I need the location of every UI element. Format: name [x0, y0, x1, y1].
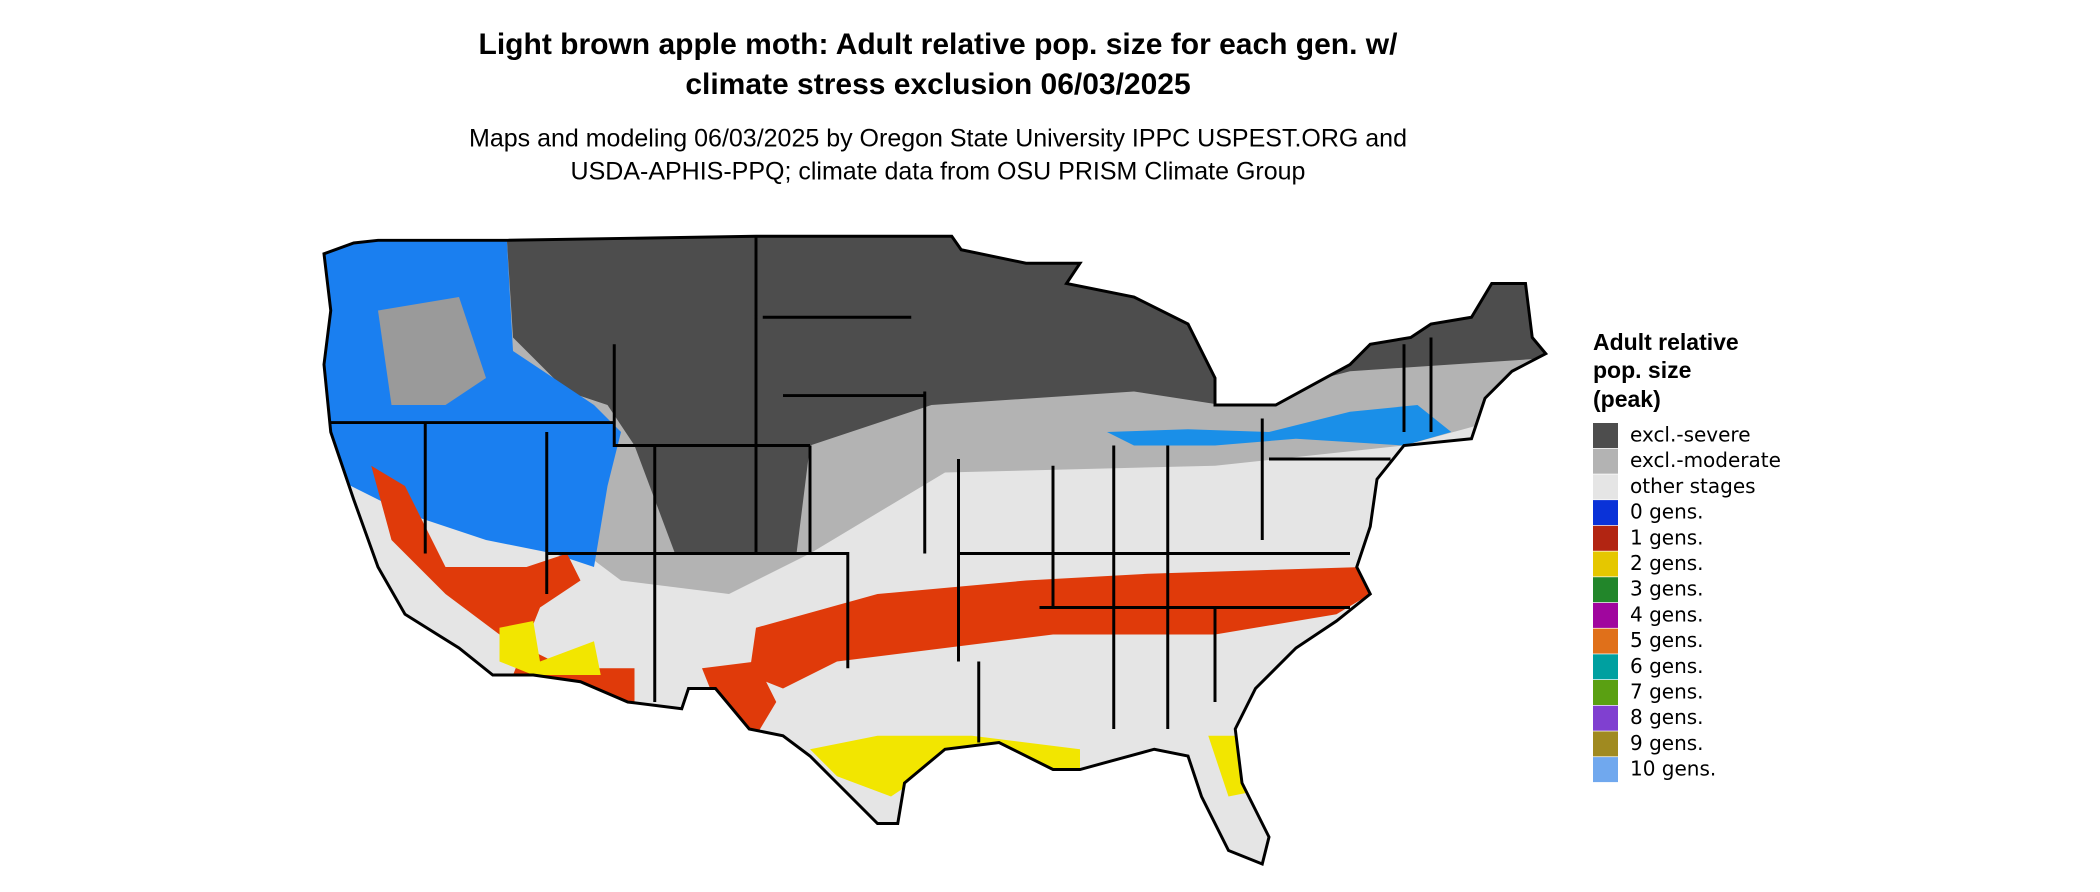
legend-label: 3 gens.	[1630, 577, 1704, 601]
legend-swatch	[1593, 500, 1618, 526]
title-line: climate stress exclusion 06/03/2025	[685, 68, 1190, 101]
legend-label: 8 gens.	[1630, 705, 1704, 729]
legend-title: pop. size	[1593, 357, 1691, 383]
legend-swatch	[1593, 448, 1618, 474]
legend-label: excl.-moderate	[1630, 448, 1781, 472]
legend-label: 5 gens.	[1630, 628, 1704, 652]
legend-label: 10 gens.	[1630, 757, 1716, 781]
legend-swatch	[1593, 423, 1618, 448]
legend-swatch	[1593, 474, 1618, 500]
subtitle-line: USDA-APHIS-PPQ; climate data from OSU PR…	[571, 158, 1306, 186]
title-line: Light brown apple moth: Adult relative p…	[479, 28, 1399, 61]
legend-swatch	[1593, 551, 1618, 577]
legend-title: Adult relative	[1593, 329, 1739, 355]
legend-title: (peak)	[1593, 386, 1661, 412]
legend-swatch	[1593, 577, 1618, 603]
legend-swatch	[1593, 628, 1618, 654]
legend-swatch	[1593, 602, 1618, 628]
legend-label: 2 gens.	[1630, 551, 1704, 575]
legend-swatch	[1593, 525, 1618, 551]
legend-label: 1 gens.	[1630, 525, 1704, 549]
subtitle-line: Maps and modeling 06/03/2025 by Oregon S…	[469, 125, 1407, 153]
legend-label: other stages	[1630, 474, 1756, 498]
legend-swatch	[1593, 654, 1618, 680]
legend-label: 9 gens.	[1630, 731, 1704, 755]
map	[322, 234, 1549, 867]
legend: Adult relative pop. size (peak) excl.-se…	[1593, 329, 1781, 783]
legend-swatch	[1593, 680, 1618, 705]
legend-label: 0 gens.	[1630, 500, 1704, 524]
legend-swatch	[1593, 757, 1618, 783]
legend-label: 7 gens.	[1630, 680, 1704, 704]
legend-label: 4 gens.	[1630, 602, 1704, 626]
legend-label: excl.-severe	[1630, 423, 1751, 447]
legend-label: 6 gens.	[1630, 654, 1704, 678]
legend-swatch	[1593, 731, 1618, 757]
legend-swatch	[1593, 705, 1618, 731]
